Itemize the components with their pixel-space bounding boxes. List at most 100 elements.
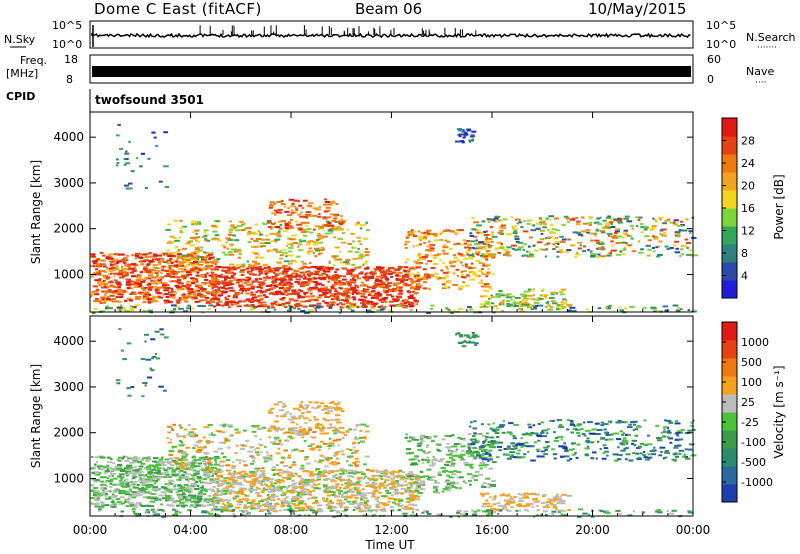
scatter-cell	[365, 221, 369, 224]
scatter-cell	[205, 261, 210, 264]
scatter-cell	[334, 258, 339, 261]
scatter-cell	[343, 261, 350, 264]
scatter-cell	[111, 300, 118, 303]
scatter-cell	[575, 217, 578, 219]
scatter-cell	[252, 460, 256, 463]
scatter-cell	[146, 283, 152, 286]
scatter-cell	[221, 286, 225, 289]
scatter-cell	[645, 244, 651, 247]
scatter-cell	[621, 236, 625, 239]
scatter-cell	[483, 283, 490, 286]
scatter-cell	[240, 274, 245, 276]
scatter-cell	[338, 492, 341, 495]
scatter-cell	[304, 456, 309, 459]
scatter-cell	[115, 281, 121, 284]
scatter-cell	[155, 497, 159, 500]
scatter-cell	[481, 285, 486, 288]
scatter-cell	[345, 302, 352, 304]
scatter-cell	[109, 263, 116, 266]
scatter-cell	[208, 471, 213, 473]
scatter-cell	[102, 274, 109, 277]
scatter-cell	[108, 290, 115, 293]
scatter-cell	[456, 259, 461, 262]
scatter-cell	[355, 292, 358, 295]
scatter-cell	[151, 131, 156, 134]
scatter-cell	[308, 202, 314, 205]
scatter-cell	[293, 448, 299, 451]
scatter-cell	[360, 477, 363, 480]
scatter-cell	[170, 262, 174, 264]
scatter-cell	[334, 255, 340, 258]
scatter-cell	[246, 298, 251, 301]
scatter-cell	[123, 467, 128, 470]
scatter-cell	[125, 499, 128, 502]
scatter-cell	[295, 274, 302, 277]
scatter-cell	[384, 300, 388, 303]
scatter-cell	[274, 308, 277, 311]
scatter-cell	[178, 297, 183, 300]
scatter-cell	[311, 475, 315, 477]
scatter-cell	[125, 150, 128, 153]
scatter-cell	[485, 243, 489, 246]
scatter-cell	[204, 229, 209, 232]
scatter-cell	[300, 477, 304, 480]
colorbar-segment	[722, 190, 737, 209]
scatter-cell	[283, 205, 287, 208]
scatter-cell	[497, 231, 503, 234]
scatter-cell	[332, 470, 338, 473]
scatter-cell	[298, 450, 301, 453]
scatter-cell	[614, 230, 620, 233]
scatter-cell	[112, 490, 117, 493]
scatter-cell	[102, 301, 106, 304]
scatter-cell	[378, 474, 383, 477]
scatter-cell	[304, 479, 310, 481]
scatter-cell	[257, 505, 262, 508]
scatter-cell	[278, 227, 283, 230]
scatter-cell	[249, 305, 253, 308]
scatter-cell	[326, 220, 330, 223]
scatter-cell	[223, 477, 228, 480]
scatter-cell	[549, 306, 554, 309]
scatter-cell	[278, 487, 284, 489]
scatter-cell	[337, 281, 343, 284]
scatter-cell	[351, 293, 355, 295]
scatter-cell	[376, 500, 380, 503]
scatter-cell	[442, 286, 448, 289]
scatter-cell	[504, 253, 510, 256]
scatter-cell	[158, 281, 162, 284]
scatter-cell	[117, 467, 123, 470]
scatter-cell	[124, 152, 130, 155]
scatter-cell	[110, 473, 116, 475]
scatter-cell	[228, 268, 232, 271]
scatter-cell	[154, 493, 158, 496]
scatter-cell	[477, 247, 483, 250]
scatter-cell	[414, 488, 419, 491]
scatter-cell	[511, 216, 514, 219]
scatter-cell	[388, 267, 392, 270]
scatter-cell	[105, 485, 108, 487]
scatter-cell	[678, 229, 682, 232]
scatter-cell	[461, 141, 465, 144]
scatter-cell	[324, 488, 329, 491]
scatter-cell	[399, 475, 404, 478]
scatter-cell	[117, 283, 122, 286]
scatter-cell	[374, 294, 378, 297]
scatter-cell	[222, 266, 228, 269]
scatter-cell	[425, 249, 431, 252]
scatter-cell	[499, 294, 506, 297]
scatter-cell	[109, 482, 113, 485]
scatter-cell	[333, 214, 339, 217]
scatter-cell	[126, 287, 131, 290]
scatter-cell	[131, 480, 138, 483]
scatter-cell	[239, 473, 246, 476]
scatter-cell	[610, 249, 617, 252]
scatter-cell	[254, 233, 258, 236]
scatter-cell	[287, 502, 290, 505]
scatter-cell	[138, 465, 144, 468]
scatter-cell	[191, 252, 196, 255]
scatter-cell	[383, 275, 388, 278]
scatter-cell	[322, 292, 329, 294]
scatter-cell	[388, 273, 393, 275]
scatter-cell	[114, 466, 120, 468]
scatter-cell	[288, 307, 292, 310]
